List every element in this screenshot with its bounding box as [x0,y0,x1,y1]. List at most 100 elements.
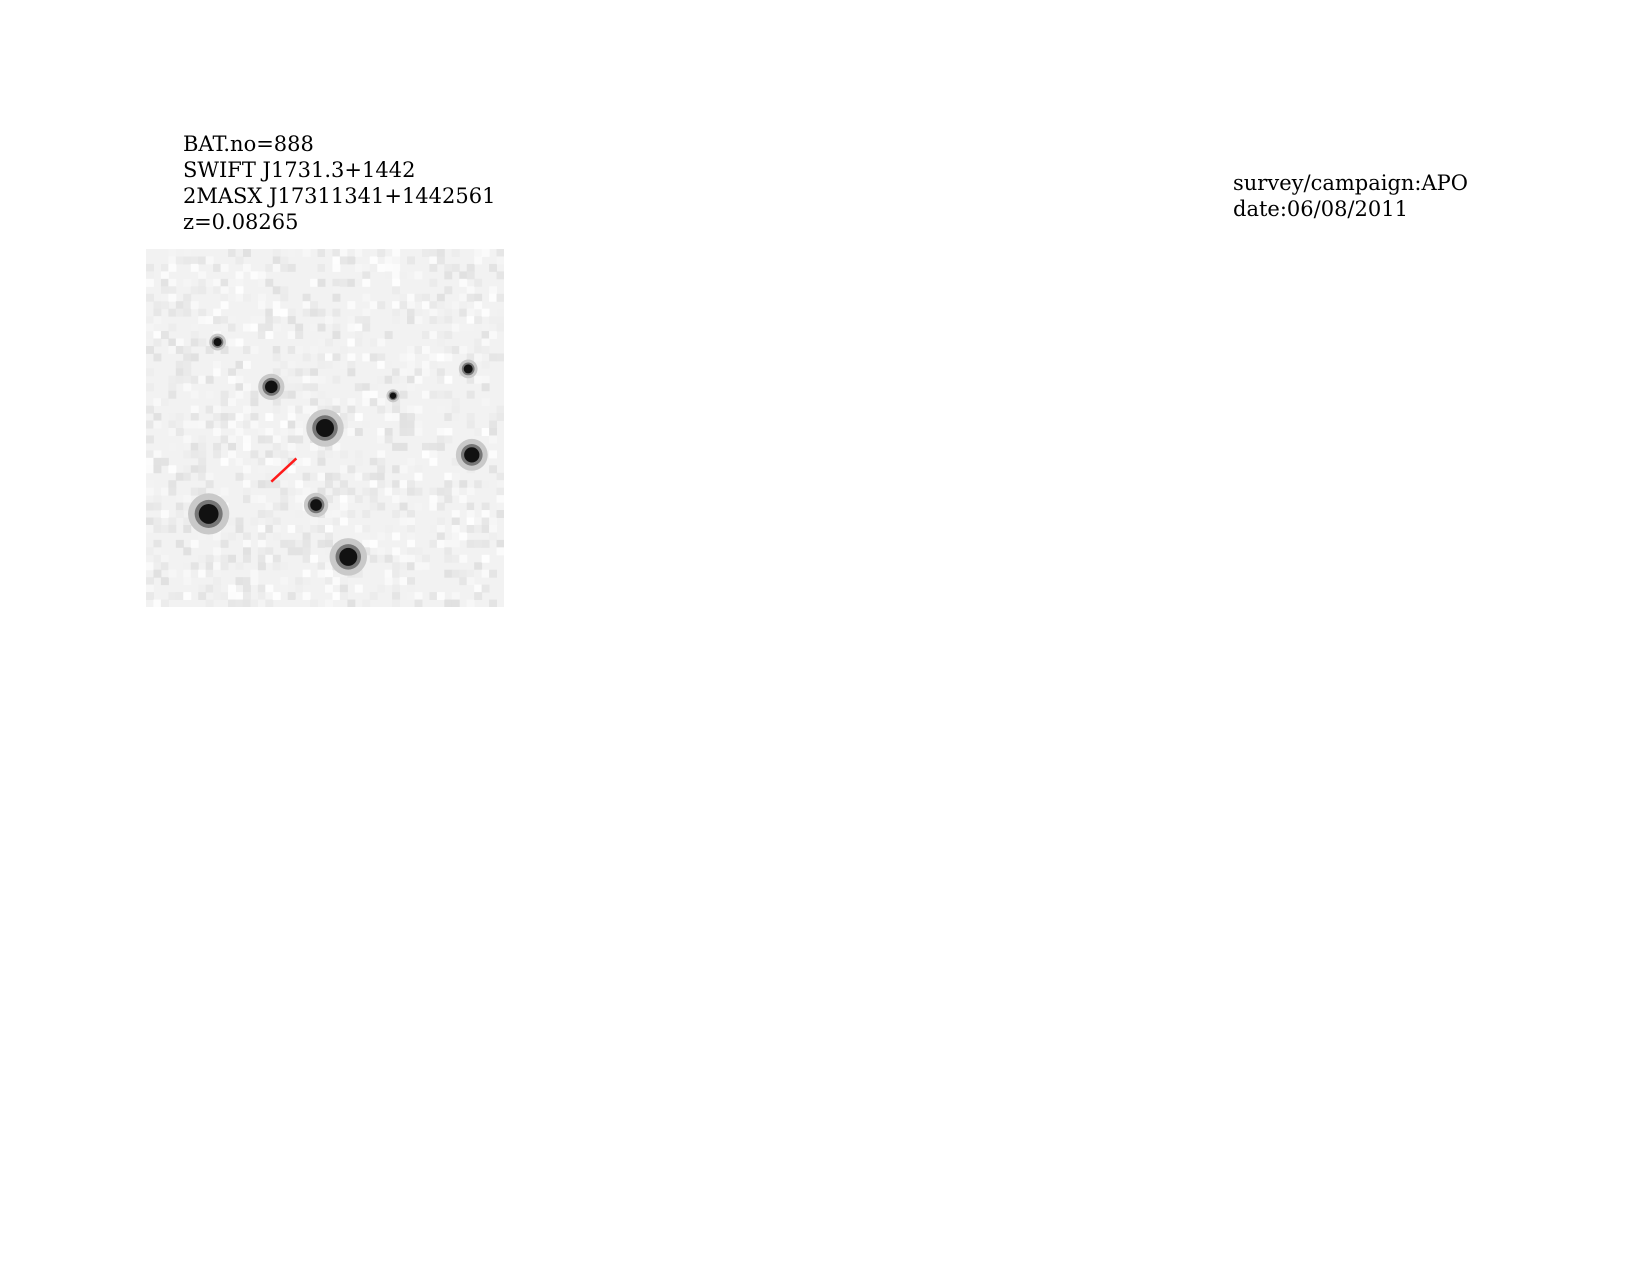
noise-pixel [332,286,341,295]
noise-pixel [362,510,371,518]
noise-pixel [369,353,378,362]
noise-pixel [459,569,468,578]
noise-pixel [310,375,319,384]
noise-pixel [302,577,311,586]
noise-pixel [160,487,169,496]
noise-pixel [347,338,356,347]
noise-pixel [153,450,162,459]
noise-pixel [295,547,304,556]
noise-pixel [362,249,371,257]
noise-pixel [332,278,341,287]
noise-pixel [481,554,490,563]
noise-pixel [481,249,490,257]
noise-pixel [183,308,192,317]
noise-pixel [235,383,244,392]
noise-pixel [183,524,192,533]
noise-pixel [407,532,415,541]
noise-pixel [146,450,154,459]
noise-pixel [280,256,289,265]
noise-pixel [146,316,154,325]
noise-pixel [183,547,192,556]
noise-pixel [175,539,184,548]
noise-pixel [287,592,296,601]
source-core [463,364,473,374]
noise-pixel [272,592,281,601]
noise-pixel [265,480,274,489]
noise-pixel [242,435,251,444]
noise-pixel [257,428,266,436]
noise-pixel [287,345,296,354]
noise-pixel [205,390,214,399]
noise-pixel [265,457,274,466]
noise-pixel [362,353,371,362]
noise-pixel [362,390,371,399]
noise-pixel [481,383,490,392]
noise-pixel [220,323,229,332]
noise-pixel [310,442,319,451]
noise-pixel [205,405,214,414]
noise-pixel [481,398,490,407]
noise-pixel [354,413,363,422]
noise-pixel [407,517,415,526]
noise-pixel [489,599,498,607]
noise-pixel [168,487,177,496]
noise-pixel [332,592,341,601]
noise-pixel [474,517,483,526]
noise-pixel [287,420,296,429]
noise-pixel [317,278,326,287]
noise-pixel [489,450,498,459]
noise-pixel [190,301,199,310]
noise-pixel [481,428,490,436]
noise-pixel [242,480,251,489]
noise-pixel [384,435,393,444]
noise-pixel [242,584,251,593]
noise-pixel [190,353,199,362]
noise-pixel [414,271,423,280]
noise-pixel [146,420,154,429]
noise-pixel [436,338,445,347]
noise-pixel [429,360,438,369]
noise-pixel [325,472,333,481]
noise-pixel [392,599,401,607]
noise-pixel [190,450,199,459]
noise-pixel [332,308,341,317]
noise-pixel [242,249,251,257]
noise-pixel [272,524,281,533]
noise-pixel [474,316,483,325]
noise-pixel [153,547,162,556]
noise-pixel [347,249,356,257]
noise-pixel [354,316,363,325]
redshift: z=0.08265 [183,210,299,234]
noise-pixel [325,450,333,459]
noise-pixel [175,375,184,384]
noise-pixel [280,308,289,317]
noise-pixel [496,271,504,280]
noise-pixel [377,249,386,257]
noise-pixel [399,428,408,436]
noise-pixel [325,532,333,541]
noise-pixel [444,263,453,272]
noise-pixel [451,323,460,332]
noise-pixel [265,472,274,481]
noise-pixel [265,547,274,556]
noise-pixel [332,517,341,526]
noise-pixel [205,577,214,586]
noise-pixel [399,271,408,280]
noise-pixel [198,569,207,578]
noise-pixel [190,375,199,384]
noise-pixel [392,316,401,325]
noise-pixel [175,472,184,481]
noise-pixel [466,286,475,295]
noise-pixel [250,517,259,526]
noise-pixel [451,569,460,578]
noise-pixel [242,360,251,369]
noise-pixel [272,457,281,466]
noise-pixel [190,338,199,347]
noise-pixel [220,278,229,287]
noise-pixel [146,524,154,533]
noise-pixel [242,592,251,601]
noise-pixel [466,495,475,504]
noise-pixel [325,599,333,607]
noise-pixel [489,413,498,422]
noise-pixel [242,405,251,414]
